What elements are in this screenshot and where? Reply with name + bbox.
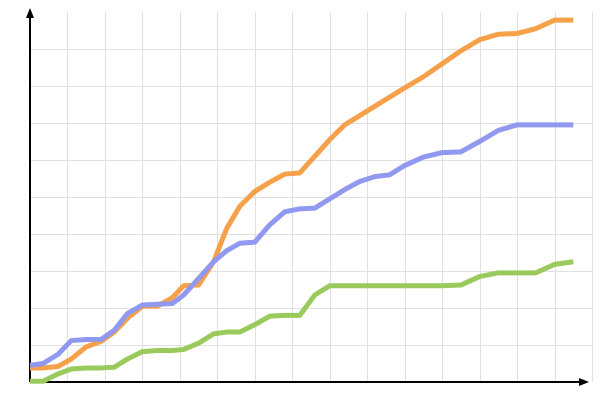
grid-lines: [30, 12, 593, 382]
series-green: [30, 259, 574, 384]
axes: [26, 8, 589, 386]
series-lines: [29, 17, 574, 384]
x-axis-arrow-icon: [579, 378, 589, 386]
y-axis-arrow-icon: [26, 8, 34, 18]
series-purple: [29, 122, 574, 368]
